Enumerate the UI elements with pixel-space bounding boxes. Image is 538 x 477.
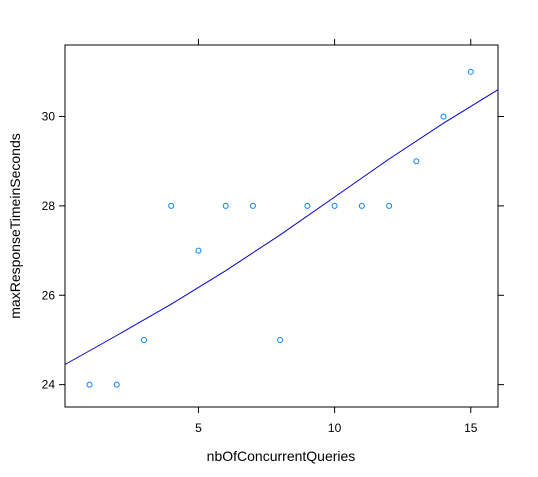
data-points	[86, 68, 474, 388]
data-point	[277, 336, 284, 343]
data-point	[386, 202, 393, 209]
data-point	[195, 247, 202, 254]
x-axis-ticks: 5 10 15	[195, 39, 478, 435]
data-point	[86, 381, 93, 388]
y-tick-label: 30	[42, 110, 56, 124]
data-point	[222, 202, 229, 209]
y-tick-label: 28	[42, 199, 56, 213]
y-tick-label: 24	[42, 378, 56, 392]
x-tick-label: 10	[328, 421, 342, 435]
x-tick-label: 15	[464, 421, 478, 435]
data-point	[113, 381, 120, 388]
data-point	[304, 202, 311, 209]
plot-frame	[64, 44, 499, 408]
x-axis-label: nbOfConcurrentQueries	[207, 448, 356, 464]
fit-line	[64, 89, 499, 365]
data-point	[467, 68, 474, 75]
data-point	[249, 202, 256, 209]
data-point	[358, 202, 365, 209]
data-point	[413, 158, 420, 165]
data-point	[140, 336, 147, 343]
data-point	[440, 113, 447, 120]
y-axis-ticks: 24 26 28 30	[42, 110, 504, 392]
y-tick-label: 26	[42, 288, 56, 302]
x-tick-label: 5	[195, 421, 202, 435]
data-point	[168, 202, 175, 209]
data-point	[331, 202, 338, 209]
y-axis-label: maxResponseTimeinSeconds	[7, 133, 23, 318]
